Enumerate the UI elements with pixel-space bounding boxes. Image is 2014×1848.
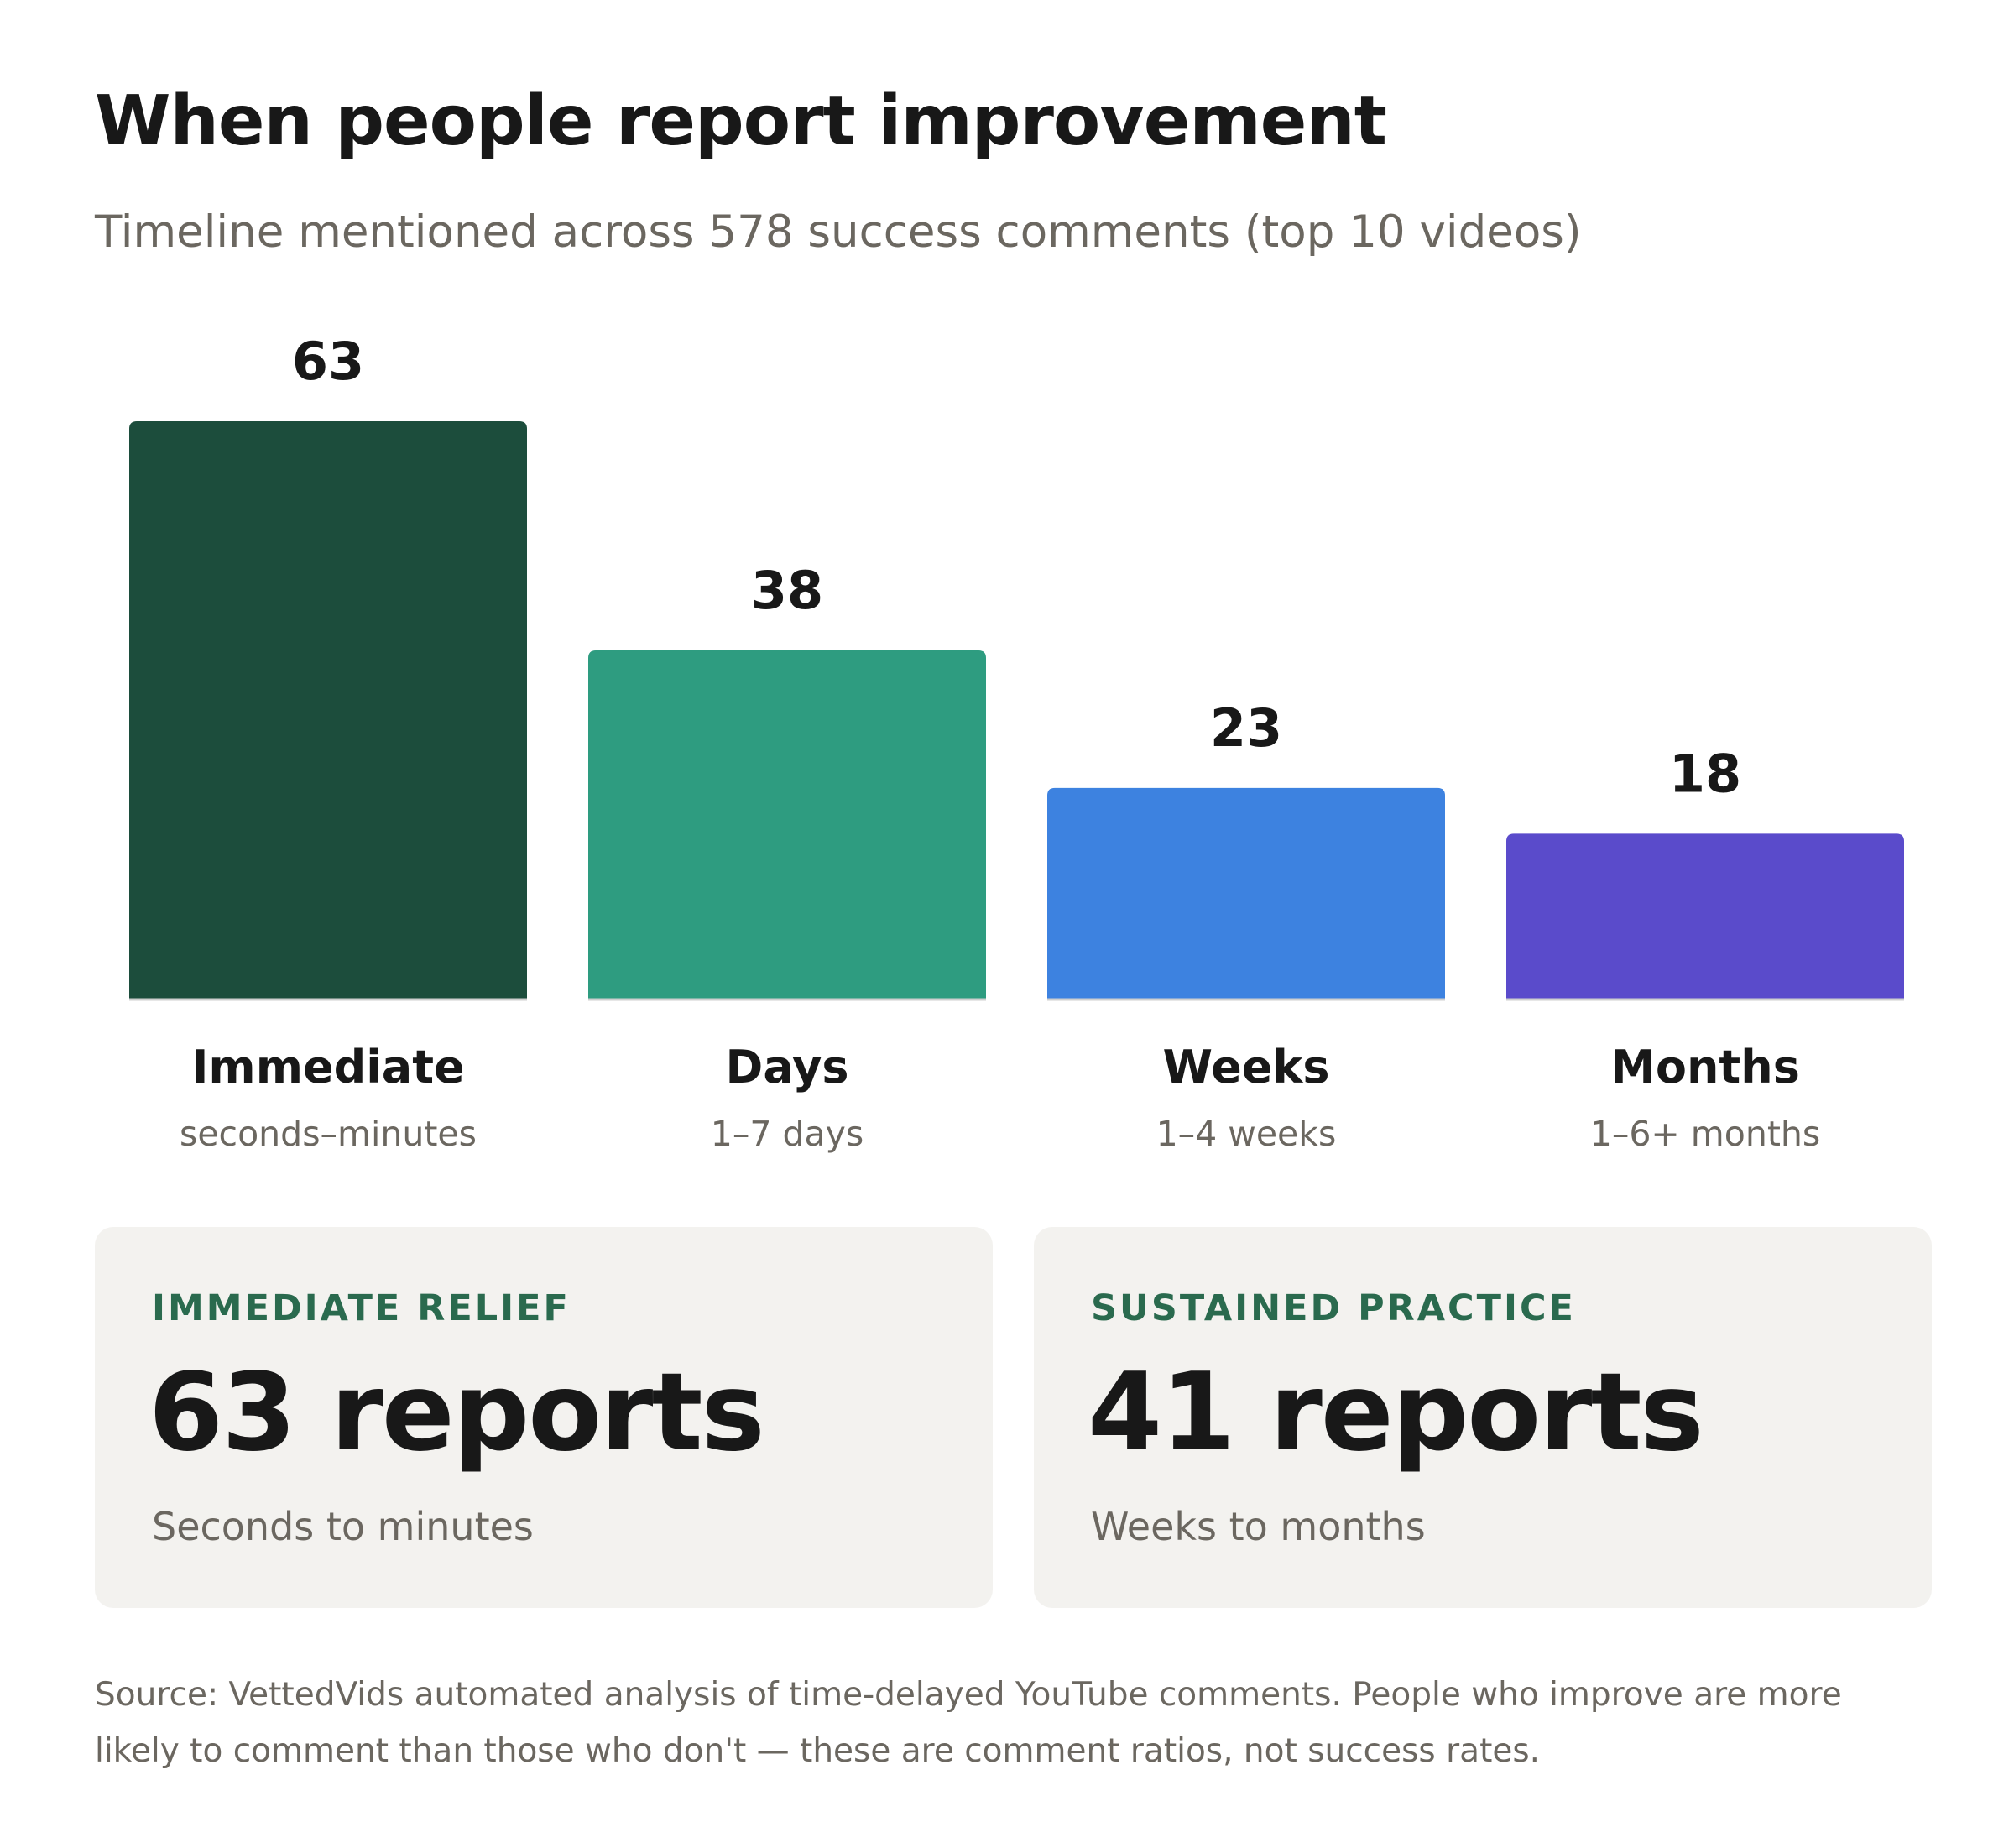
- bar-value-label: 63: [292, 331, 364, 392]
- bar-days: [588, 650, 986, 999]
- category-sublabel: 1–6+ months: [1590, 1114, 1821, 1154]
- category-label: Days: [726, 1041, 849, 1094]
- chart-subtitle: Timeline mentioned across 578 success co…: [95, 206, 1582, 258]
- card-label: IMMEDIATE RELIEF: [152, 1287, 571, 1329]
- card-value: 41 reports: [1088, 1350, 1704, 1475]
- card-note: Weeks to months: [1091, 1504, 1426, 1549]
- category-label: Immediate: [191, 1041, 464, 1094]
- category-sublabel: seconds–minutes: [180, 1114, 477, 1154]
- bar-immediate: [129, 421, 527, 999]
- card-label: SUSTAINED PRACTICE: [1091, 1287, 1576, 1329]
- category-label: Months: [1610, 1041, 1800, 1094]
- card-value: 63 reports: [149, 1350, 765, 1475]
- category-sublabel: 1–7 days: [711, 1114, 864, 1154]
- bar-months: [1506, 833, 1904, 999]
- bar-value-label: 38: [751, 560, 823, 621]
- bar-chart: 63 Immediate seconds–minutes 38 Days 1–7 days…: [129, 331, 1904, 1154]
- bar-weeks: [1047, 787, 1445, 999]
- category-sublabel: 1–4 weeks: [1156, 1114, 1337, 1154]
- card-note: Seconds to minutes: [152, 1504, 534, 1549]
- sustained-practice-card: SUSTAINED PRACTICE 41 reports Weeks to m…: [1034, 1227, 1932, 1608]
- chart-title: When people report improvement: [95, 81, 1387, 161]
- category-label: Weeks: [1163, 1041, 1330, 1094]
- immediate-relief-card: IMMEDIATE RELIEF 63 reports Seconds to m…: [95, 1227, 993, 1608]
- source-note: Source: VettedVids automated analysis of…: [95, 1676, 1842, 1770]
- bar-value-label: 18: [1669, 743, 1741, 804]
- bar-value-label: 23: [1210, 697, 1282, 759]
